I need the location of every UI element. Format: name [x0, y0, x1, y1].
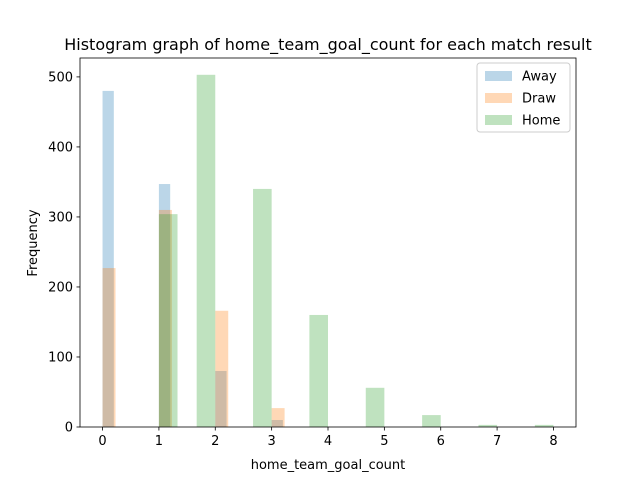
bar-draw-3 — [271, 408, 285, 427]
legend-swatch-draw — [485, 93, 512, 103]
x-tick-label: 4 — [324, 434, 332, 449]
y-tick-label: 500 — [48, 70, 73, 85]
bar-draw-0 — [102, 268, 116, 427]
bar-away-0 — [102, 90, 114, 427]
legend-label-draw: Draw — [522, 92, 556, 107]
legend-label-away: Away — [522, 70, 557, 85]
bar-away-1 — [158, 184, 171, 427]
legend-label-home: Home — [522, 114, 560, 129]
legend-swatch-home — [485, 115, 512, 125]
bar-away-2 — [215, 370, 227, 427]
axes-layer: 0 1 2 3 4 5 6 7 8 0 100 200 300 400 500 — [48, 57, 577, 449]
x-tick-label: 2 — [211, 434, 219, 449]
bar-home-7 — [534, 424, 554, 427]
x-tick-label: 8 — [549, 434, 557, 449]
bar-home-5 — [422, 415, 441, 427]
y-tick-label: 0 — [65, 421, 73, 436]
y-tick-label: 400 — [48, 140, 73, 155]
legend-box — [476, 62, 571, 133]
x-tick-label: 7 — [493, 434, 501, 449]
x-tick-label: 6 — [437, 434, 445, 449]
y-tick-label: 100 — [48, 350, 73, 365]
y-tick-label: 300 — [48, 210, 73, 225]
bar-home-2 — [253, 188, 272, 427]
bar-home-1 — [196, 74, 216, 427]
bar-home-0 — [158, 214, 178, 427]
x-tick-label: 1 — [155, 434, 163, 449]
bar-draw-2 — [215, 310, 229, 427]
bar-home-6 — [478, 424, 498, 427]
x-axis-label: home_team_goal_count — [251, 458, 406, 473]
y-axis-label: Frequency — [26, 209, 41, 276]
bar-away-3 — [271, 419, 283, 427]
y-tick-label: 200 — [48, 280, 73, 295]
x-tick-label: 0 — [98, 434, 106, 449]
legend-swatch-away — [485, 71, 512, 81]
chart-title: Histogram graph of home_team_goal_count … — [64, 35, 592, 55]
legend: Away Draw Home — [476, 62, 571, 133]
x-tick-label: 5 — [380, 434, 388, 449]
bars-layer — [102, 74, 554, 427]
bar-draw-1 — [158, 209, 172, 427]
bar-home-4 — [365, 387, 385, 427]
bar-home-3 — [309, 314, 328, 427]
x-tick-label: 3 — [267, 434, 275, 449]
